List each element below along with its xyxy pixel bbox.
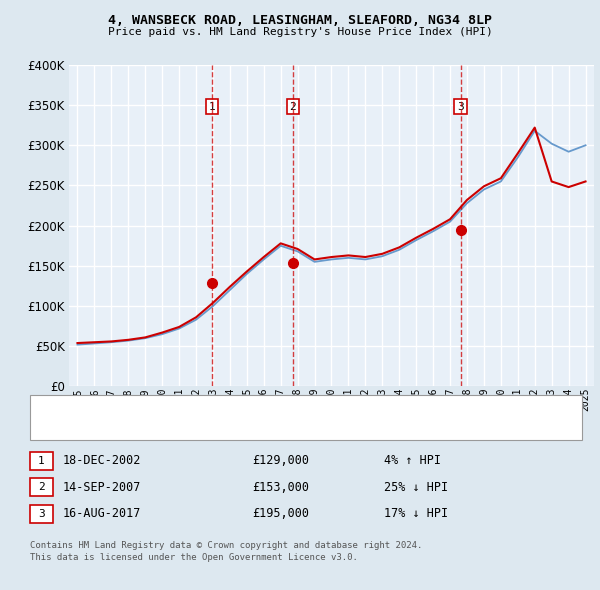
Text: 18-DEC-2002: 18-DEC-2002 bbox=[63, 454, 142, 467]
Text: Price paid vs. HM Land Registry's House Price Index (HPI): Price paid vs. HM Land Registry's House … bbox=[107, 28, 493, 37]
Text: £153,000: £153,000 bbox=[252, 481, 309, 494]
Text: 4% ↑ HPI: 4% ↑ HPI bbox=[384, 454, 441, 467]
Text: 1: 1 bbox=[38, 456, 45, 466]
Text: 16-AUG-2017: 16-AUG-2017 bbox=[63, 507, 142, 520]
Text: HPI: Average price, detached house, North Kesteven: HPI: Average price, detached house, Nort… bbox=[69, 424, 363, 434]
Text: 3: 3 bbox=[38, 509, 45, 519]
Text: 3: 3 bbox=[457, 101, 464, 112]
Text: 2: 2 bbox=[289, 101, 296, 112]
Text: 14-SEP-2007: 14-SEP-2007 bbox=[63, 481, 142, 494]
Text: £195,000: £195,000 bbox=[252, 507, 309, 520]
Text: Contains HM Land Registry data © Crown copyright and database right 2024.: Contains HM Land Registry data © Crown c… bbox=[30, 541, 422, 550]
Text: 4, WANSBECK ROAD, LEASINGHAM, SLEAFORD, NG34 8LP: 4, WANSBECK ROAD, LEASINGHAM, SLEAFORD, … bbox=[108, 14, 492, 27]
Text: 4, WANSBECK ROAD, LEASINGHAM, SLEAFORD, NG34 8LP (detached house): 4, WANSBECK ROAD, LEASINGHAM, SLEAFORD, … bbox=[69, 403, 451, 412]
Text: £129,000: £129,000 bbox=[252, 454, 309, 467]
Text: 17% ↓ HPI: 17% ↓ HPI bbox=[384, 507, 448, 520]
Text: This data is licensed under the Open Government Licence v3.0.: This data is licensed under the Open Gov… bbox=[30, 553, 358, 562]
Text: 1: 1 bbox=[209, 101, 215, 112]
Text: 2: 2 bbox=[38, 483, 45, 492]
Text: 25% ↓ HPI: 25% ↓ HPI bbox=[384, 481, 448, 494]
